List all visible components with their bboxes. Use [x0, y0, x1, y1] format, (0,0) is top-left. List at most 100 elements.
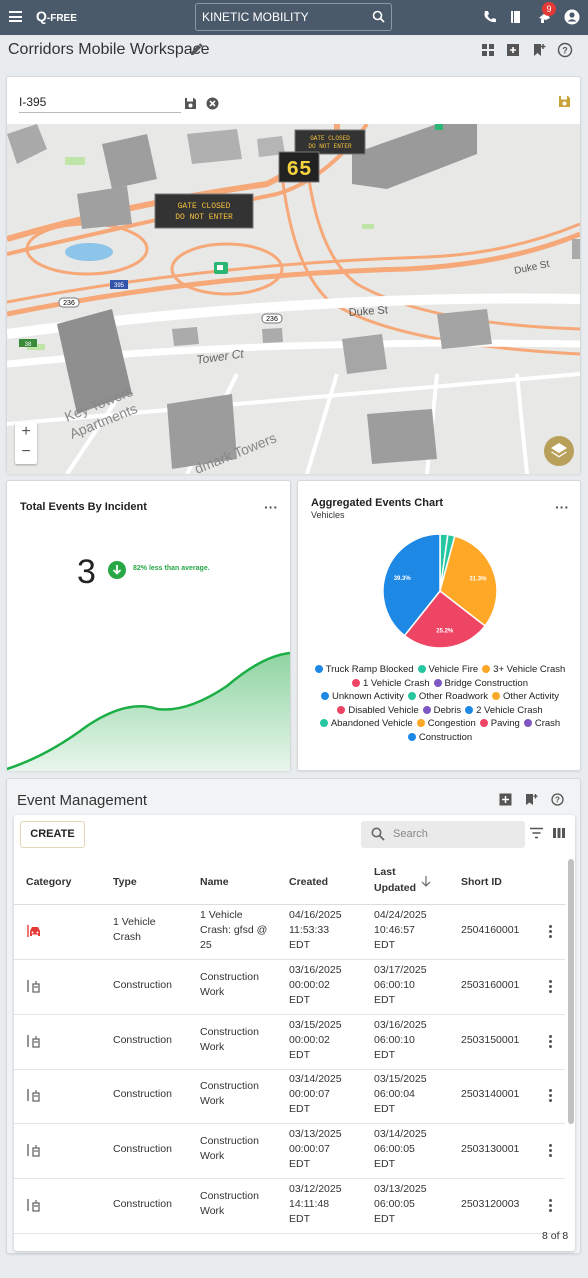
zoom-in-button[interactable]: + — [21, 423, 31, 440]
corridor-name-input[interactable]: I-395 — [19, 95, 181, 113]
col-type[interactable]: Type — [113, 876, 137, 888]
table-row[interactable]: Construction Construction Work 03/15/2025 … — [14, 1015, 565, 1070]
search-icon[interactable] — [372, 10, 385, 23]
zoom-out-button[interactable]: − — [21, 443, 31, 460]
legend-label: 1 Vehicle Crash — [363, 677, 430, 689]
vms-sign-2-line1: GATE CLOSED — [310, 135, 350, 142]
top-bar: Q-FREE KINETIC MOBILITY 9 — [0, 0, 588, 35]
legend-item[interactable]: Disabled Vehicle — [337, 704, 419, 718]
cell-name: Construction Work — [200, 1135, 259, 1163]
legend-swatch — [479, 719, 488, 728]
legend-item[interactable]: Construction — [407, 731, 472, 745]
create-button[interactable]: CREATE — [20, 821, 85, 848]
legend-item[interactable]: Vehicle Fire — [417, 663, 478, 677]
camera-marker-icon[interactable] — [214, 262, 228, 274]
row-actions-icon[interactable] — [549, 1199, 552, 1214]
legend-item[interactable]: Paving — [479, 717, 520, 731]
cell-created: 03/15/2025 00:00:02 EDT — [289, 1018, 342, 1061]
add-widget-icon[interactable] — [505, 42, 521, 58]
legend-item[interactable]: Congestion — [416, 717, 476, 731]
legend-item[interactable]: Bridge Construction — [433, 677, 528, 691]
columns-icon[interactable] — [553, 827, 565, 839]
map-canvas[interactable]: GATE CLOSED DO NOT ENTER GATE CLOSED DO … — [7, 124, 580, 474]
table-row[interactable]: Construction Construction Work 03/14/2025 … — [14, 1069, 565, 1125]
help-icon-2[interactable]: ? — [551, 793, 564, 806]
search-placeholder: Search — [393, 828, 428, 840]
pie-slice[interactable] — [439, 535, 498, 627]
cell-updated: 03/16/2025 06:00:10 EDT — [374, 1018, 427, 1061]
cell-type: Construction — [113, 978, 172, 991]
pagination-count: 8 of 8 — [542, 1230, 569, 1242]
legend-swatch — [352, 678, 360, 687]
speed-sign[interactable]: 65 — [278, 151, 320, 183]
book-icon[interactable] — [508, 9, 524, 25]
save-layout-icon[interactable] — [558, 95, 571, 108]
row-actions-icon[interactable] — [549, 979, 552, 995]
vms-sign-1[interactable]: GATE CLOSED DO NOT ENTER — [154, 193, 254, 229]
bookmark-add-icon[interactable] — [531, 42, 547, 58]
category-construction-icon — [26, 1142, 42, 1163]
col-last-updated[interactable]: Last Updated — [374, 866, 416, 894]
row-actions-icon[interactable] — [549, 925, 552, 940]
row-actions-icon[interactable] — [549, 1089, 552, 1104]
table-row[interactable]: Construction Construction Work 03/13/2025 … — [14, 1124, 565, 1180]
table-scrollbar[interactable] — [568, 859, 574, 1124]
col-short-id[interactable]: Short ID — [461, 876, 502, 888]
cell-created: 03/12/2025 14:11:48 EDT — [289, 1183, 342, 1225]
help-icon[interactable]: ? — [557, 42, 573, 58]
legend-item[interactable]: Unknown Activity — [321, 690, 404, 704]
legend-label: 2 Vehicle Crash — [476, 704, 543, 716]
account-icon[interactable] — [564, 9, 580, 25]
col-name[interactable]: Name — [200, 876, 229, 888]
legend-item[interactable]: Other Roadwork — [407, 690, 488, 704]
legend-item[interactable]: Crash — [523, 717, 561, 731]
pie-slice[interactable] — [382, 533, 441, 637]
widgets-icon[interactable] — [480, 42, 496, 58]
agency-search-input[interactable]: KINETIC MOBILITY — [195, 3, 392, 31]
event-management-title: Event Management — [17, 792, 148, 809]
phone-icon[interactable] — [482, 9, 498, 25]
table-row[interactable]: Construction Construction Work 03/16/2025 … — [14, 960, 565, 1015]
legend-item[interactable]: Truck Ramp Blocked — [314, 663, 414, 677]
cell-short-id: 2503130001 — [461, 1143, 520, 1156]
filter-icon[interactable] — [530, 827, 543, 839]
legend-item[interactable]: 2 Vehicle Crash — [465, 704, 543, 718]
layers-button[interactable] — [544, 436, 574, 466]
legend-item[interactable]: Other Activity — [492, 690, 559, 704]
edit-icon[interactable] — [190, 43, 203, 56]
col-created[interactable]: Created — [289, 876, 329, 888]
logo: Q-FREE — [36, 8, 77, 24]
sort-arrow-down-icon[interactable] — [421, 876, 431, 887]
row-actions-icon[interactable] — [549, 1034, 552, 1050]
corridor-name: I-395 — [19, 95, 47, 109]
table-row[interactable]: 1 Vehicle Crash 1 Vehicle Crash: gfsd @ 2… — [14, 905, 565, 960]
legend-item[interactable]: Debris — [422, 704, 461, 718]
table-row[interactable]: Construction Construction Work 03/12/2025 … — [14, 1179, 565, 1234]
menu-icon[interactable] — [9, 11, 22, 22]
legend-label: Crash — [534, 718, 561, 730]
legend-swatch — [407, 732, 416, 741]
legend-label: Unknown Activity — [332, 691, 404, 703]
row-actions-icon[interactable] — [549, 1144, 552, 1159]
legend-swatch — [416, 719, 425, 728]
save-icon[interactable] — [184, 97, 197, 110]
pie-slice[interactable] — [403, 589, 487, 649]
legend-item[interactable]: 1 Vehicle Crash — [352, 677, 430, 691]
cell-created: 04/16/2025 11:53:33 EDT — [289, 909, 342, 951]
legend-item[interactable]: 3+ Vehicle Crash — [482, 663, 565, 677]
bookmark-add-icon-2[interactable] — [525, 793, 538, 806]
vms-sign-1-line1: GATE CLOSED — [178, 202, 231, 211]
event-search-input[interactable]: Search — [361, 821, 525, 848]
col-category[interactable]: Category — [26, 876, 72, 888]
legend-swatch — [417, 665, 426, 673]
layers-icon — [551, 443, 567, 458]
cancel-icon[interactable] — [206, 97, 219, 110]
vms-sign-2[interactable]: GATE CLOSED DO NOT ENTER — [294, 129, 366, 155]
more-options-icon-2[interactable]: ··· — [555, 499, 569, 515]
legend-item[interactable]: Abandoned Vehicle — [319, 717, 413, 731]
map-view[interactable]: GATE CLOSED DO NOT ENTER GATE CLOSED DO … — [7, 124, 580, 474]
arrow-down-icon — [108, 561, 126, 579]
camera-marker-icon-2[interactable] — [435, 124, 443, 130]
add-event-icon[interactable] — [499, 793, 512, 806]
more-options-icon[interactable]: ··· — [264, 499, 278, 515]
